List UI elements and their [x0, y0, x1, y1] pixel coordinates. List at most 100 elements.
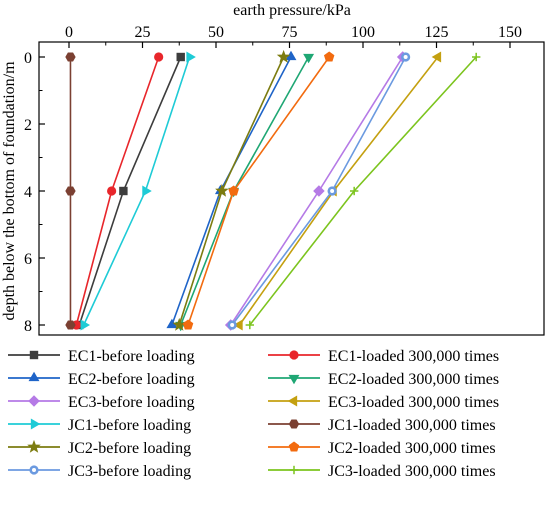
x-tick-label: 100: [351, 24, 375, 41]
legend-marker: [28, 371, 40, 382]
series-9-point: [276, 49, 291, 63]
legend-marker: [288, 441, 300, 452]
series-2-point: [154, 52, 164, 62]
series-11: [227, 52, 411, 330]
legend-marker: [30, 418, 41, 430]
y-axis: 0 2 4 6 8: [24, 50, 45, 335]
legend-marker: [289, 350, 299, 360]
series-5-point: [313, 185, 325, 197]
legend-label: JC2-loaded 300,000 times: [328, 440, 496, 457]
series-6-point: [431, 51, 442, 63]
legend-label: EC2-loaded 300,000 times: [328, 371, 499, 388]
series-1-point: [119, 186, 128, 196]
x-tick-label: 150: [498, 24, 522, 41]
series-layer: [65, 49, 481, 332]
series-7-point: [186, 51, 196, 63]
legend-label: EC3-loaded 300,000 times: [328, 394, 499, 411]
plot-area: [38, 41, 545, 336]
legend-label: JC1-loaded 300,000 times: [328, 417, 496, 434]
series-11-point-inner: [230, 323, 235, 327]
legend-label: EC2-before loading: [68, 371, 195, 388]
y-tick-label: 0: [24, 50, 32, 67]
series-6: [233, 51, 442, 331]
series-10: [182, 51, 335, 330]
series-1-point: [176, 52, 185, 62]
series-7: [80, 51, 196, 331]
y-tick-label: 8: [24, 318, 32, 335]
legend-item: EC3-before loading: [8, 394, 195, 411]
series-11-point: [227, 320, 237, 330]
series-6-point: [233, 319, 243, 331]
legend: EC1-before loading EC1-loaded 300,000 tim…: [8, 348, 499, 480]
x-tick-label: 0: [65, 24, 73, 41]
series-10-line: [187, 56, 330, 326]
series-7-point: [80, 319, 90, 331]
legend-marker: [287, 395, 298, 407]
legend-marker: [28, 395, 40, 407]
series-12-point: [245, 320, 255, 330]
series-4: [175, 53, 315, 332]
series-11-point: [401, 52, 411, 62]
series-8-point: [65, 186, 76, 196]
legend-item: JC2-before loading: [8, 439, 191, 457]
legend-label: EC1-loaded 300,000 times: [328, 348, 499, 365]
legend-item: EC1-loaded 300,000 times: [268, 348, 499, 365]
legend-label: EC1-before loading: [68, 348, 195, 365]
series-4-point: [303, 53, 315, 64]
legend-marker: [29, 465, 39, 475]
series-2-point: [107, 186, 117, 196]
legend-label: EC3-before loading: [68, 394, 195, 411]
legend-label: JC3-before loading: [68, 463, 191, 480]
series-11-point-inner: [330, 189, 335, 193]
legend-label: JC2-before loading: [68, 440, 191, 457]
legend-item: JC1-loaded 300,000 times: [268, 417, 496, 434]
series-10-point: [228, 185, 239, 196]
y-tick-label: 4: [24, 184, 32, 201]
legend-marker: [289, 465, 299, 475]
series-8-point: [65, 320, 76, 330]
series-8-point: [65, 52, 76, 62]
y-tick-label: 2: [24, 117, 32, 134]
y-tick-label: 6: [24, 251, 32, 268]
legend-item: JC1-before loading: [8, 417, 191, 434]
y-axis-title: depth below the bottom of foundation/m: [1, 61, 18, 321]
series-12: [245, 52, 481, 330]
series-5: [224, 51, 409, 331]
series-8: [65, 52, 76, 330]
legend-item: JC2-loaded 300,000 times: [268, 440, 496, 457]
series-12-point: [349, 186, 359, 196]
series-11-point: [327, 186, 337, 196]
series-10-point: [182, 319, 194, 330]
x-axis-title: earth pressure/kPa: [233, 2, 351, 19]
series-12-point: [471, 52, 481, 62]
legend-label: JC3-loaded 300,000 times: [328, 463, 496, 480]
legend-label: JC1-before loading: [68, 417, 191, 434]
plot-frame: [38, 41, 545, 336]
legend-item: EC2-before loading: [8, 371, 195, 388]
x-tick-label: 25: [135, 24, 151, 41]
series-7-point: [142, 185, 152, 197]
series-10-point: [323, 51, 335, 62]
series-2: [71, 52, 164, 330]
x-tick-label: 50: [208, 24, 224, 41]
legend-item: EC1-before loading: [8, 348, 195, 365]
series-7-line: [82, 56, 191, 326]
legend-item: JC3-before loading: [8, 463, 191, 480]
legend-marker: [288, 374, 300, 385]
legend-item: EC2-loaded 300,000 times: [268, 371, 499, 388]
series-11-point-inner: [403, 55, 408, 59]
legend-item: JC3-loaded 300,000 times: [268, 463, 496, 480]
legend-marker: [29, 350, 39, 360]
x-tick-label: 75: [282, 24, 298, 41]
legend-marker: [27, 439, 41, 453]
x-tick-label: 125: [425, 24, 449, 41]
series-1: [75, 52, 185, 330]
series-4-line: [179, 56, 310, 326]
series-1-line: [78, 56, 182, 326]
series-12-line: [249, 56, 477, 326]
legend-marker-inner: [32, 468, 36, 472]
x-axis: 0 25 50 75 100 125 150: [65, 24, 522, 48]
legend-marker: [288, 419, 300, 429]
legend-item: EC3-loaded 300,000 times: [268, 394, 499, 411]
